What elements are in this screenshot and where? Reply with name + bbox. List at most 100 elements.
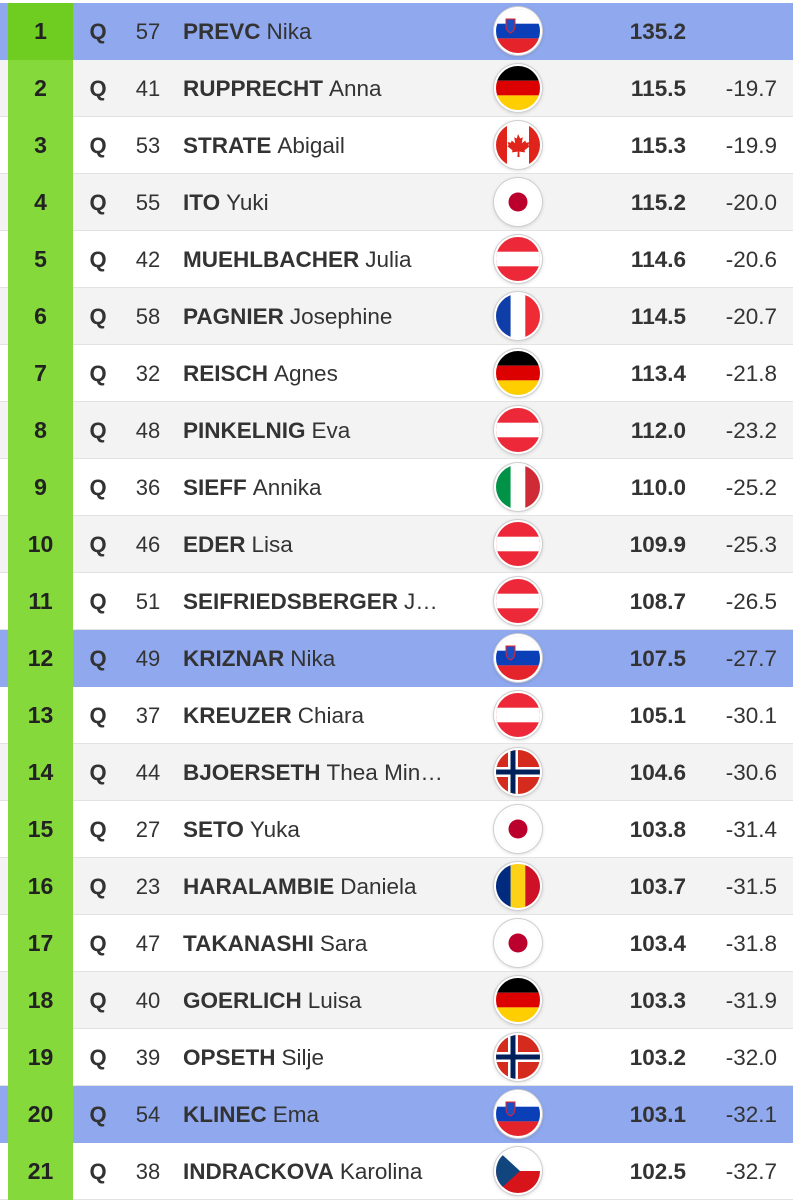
bib-number: 41 [135, 75, 161, 101]
table-row[interactable]: 11 Q 51 SEIFRIEDSBERGER J… 108.7 -26.5 [0, 573, 793, 630]
athlete-last-name: SIEFF [183, 474, 247, 500]
table-row[interactable]: 15 Q 27 SETO Yuka 103.8 -31.4 [0, 801, 793, 858]
rank-cell: 21 [8, 1143, 73, 1200]
table-row[interactable]: 6 Q 58 PAGNIER Josephine 114.5 -20.7 [0, 288, 793, 345]
rank-cell: 20 [8, 1086, 73, 1143]
athlete-last-name: KRIZNAR [183, 645, 285, 671]
athlete-last-name: EDER [183, 531, 246, 557]
table-row[interactable]: 8 Q 48 PINKELNIG Eva 112.0 -23.2 [0, 402, 793, 459]
athlete-name: MUEHLBACHER Julia [183, 231, 481, 288]
table-row[interactable]: 18 Q 40 GOERLICH Luisa 103.3 -31.9 [0, 972, 793, 1029]
rank-cell: 17 [8, 915, 73, 972]
athlete-first-name: Annika [252, 474, 322, 500]
athlete-name: PINKELNIG Eva [183, 402, 481, 459]
table-row[interactable]: 10 Q 46 EDER Lisa 109.9 -25.3 [0, 516, 793, 573]
score-cell: 105.1 [629, 702, 686, 728]
rank-cell: 2 [8, 60, 73, 117]
table-row[interactable]: 5 Q 42 MUEHLBACHER Julia 114.6 -20.6 [0, 231, 793, 288]
table-row[interactable]: 12 Q 49 KRIZNAR Nika 107.5 -27.7 [0, 630, 793, 687]
table-row[interactable]: 4 Q 55 ITO Yuki 115.2 -20.0 [0, 174, 793, 231]
athlete-last-name: PINKELNIG [183, 417, 306, 443]
rank-cell: 3 [8, 117, 73, 174]
athlete-last-name: PREVC [183, 18, 261, 44]
bib-number: 42 [135, 246, 161, 272]
bib-number: 55 [135, 189, 161, 215]
athlete-first-name: Julia [365, 246, 412, 272]
qualified-status: Q [89, 702, 107, 728]
score-difference [700, 3, 777, 60]
qualified-status: Q [89, 873, 107, 899]
score-difference: -32.0 [725, 1044, 777, 1070]
score-difference: -31.4 [725, 816, 777, 842]
athlete-last-name: STRATE [183, 132, 272, 158]
rank-cell: 4 [8, 174, 73, 231]
score-cell: 107.5 [629, 645, 686, 671]
athlete-first-name: Yuki [226, 189, 269, 215]
athlete-last-name: KREUZER [183, 702, 292, 728]
table-row[interactable]: 20 Q 54 KLINEC Ema 103.1 -32.1 [0, 1086, 793, 1143]
athlete-first-name: Ema [272, 1101, 320, 1127]
athlete-first-name: Luisa [307, 987, 362, 1013]
table-row[interactable]: 7 Q 32 REISCH Agnes 113.4 -21.8 [0, 345, 793, 402]
norway-flag-icon [496, 1035, 540, 1079]
table-row[interactable]: 21 Q 38 INDRACKOVA Karolina 102.5 -32.7 [0, 1143, 793, 1200]
japan-flag-icon [496, 180, 540, 224]
qualified-status: Q [89, 645, 107, 671]
austria-flag-icon [496, 237, 540, 281]
qualified-status: Q [89, 189, 107, 215]
athlete-last-name: INDRACKOVA [183, 1158, 334, 1184]
bib-number: 48 [135, 417, 161, 443]
table-row[interactable]: 17 Q 47 TAKANASHI Sara 103.4 -31.8 [0, 915, 793, 972]
score-difference: -19.9 [725, 132, 777, 158]
score-cell: 114.6 [630, 246, 686, 272]
rank-cell: 15 [8, 801, 73, 858]
athlete-name: RUPPRECHT Anna [183, 60, 481, 117]
canada-flag-icon [496, 123, 540, 167]
athlete-first-name: Thea Min… [326, 759, 443, 785]
athlete-first-name: Sara [319, 930, 368, 956]
table-row[interactable]: 14 Q 44 BJOERSETH Thea Min… 104.6 -30.6 [0, 744, 793, 801]
germany-flag-icon [496, 66, 540, 110]
rank-cell: 7 [8, 345, 73, 402]
table-row[interactable]: 19 Q 39 OPSETH Silje 103.2 -32.0 [0, 1029, 793, 1086]
qualified-status: Q [89, 417, 107, 443]
bib-number: 32 [135, 360, 161, 386]
score-cell: 109.9 [629, 531, 686, 557]
athlete-name: PAGNIER Josephine [183, 288, 481, 345]
qualified-status: Q [89, 1101, 107, 1127]
athlete-last-name: MUEHLBACHER [183, 246, 360, 272]
table-row[interactable]: 2 Q 41 RUPPRECHT Anna 115.5 -19.7 [0, 60, 793, 117]
bib-number: 49 [135, 645, 161, 671]
table-row[interactable]: 9 Q 36 SIEFF Annika 110.0 -25.2 [0, 459, 793, 516]
score-cell: 103.3 [629, 987, 686, 1013]
table-row[interactable]: 13 Q 37 KREUZER Chiara 105.1 -30.1 [0, 687, 793, 744]
austria-flag-icon [496, 579, 540, 623]
score-difference: -26.5 [725, 588, 777, 614]
qualified-status: Q [89, 1044, 107, 1070]
athlete-name: STRATE Abigail [183, 117, 481, 174]
score-difference: -23.2 [725, 417, 777, 443]
athlete-first-name: Lisa [251, 531, 293, 557]
rank-cell: 1 [8, 3, 73, 60]
score-difference: -25.2 [725, 474, 777, 500]
qualified-status: Q [89, 474, 107, 500]
athlete-name: EDER Lisa [183, 516, 481, 573]
rank-cell: 9 [8, 459, 73, 516]
athlete-first-name: Daniela [340, 873, 417, 899]
table-row[interactable]: 16 Q 23 HARALAMBIE Daniela 103.7 -31.5 [0, 858, 793, 915]
score-difference: -20.0 [725, 189, 777, 215]
athlete-last-name: KLINEC [183, 1101, 267, 1127]
athlete-first-name: J… [404, 588, 438, 614]
norway-flag-icon [496, 750, 540, 794]
score-cell: 108.7 [629, 588, 686, 614]
score-difference: -27.7 [725, 645, 777, 671]
slovenia-flag-icon [496, 636, 540, 680]
score-difference: -32.1 [725, 1101, 777, 1127]
table-row[interactable]: 1 Q 57 PREVC Nika 135.2 [0, 3, 793, 60]
japan-flag-icon [496, 807, 540, 851]
athlete-last-name: HARALAMBIE [183, 873, 335, 899]
italy-flag-icon [496, 465, 540, 509]
qualified-status: Q [89, 246, 107, 272]
athlete-name: REISCH Agnes [183, 345, 481, 402]
table-row[interactable]: 3 Q 53 STRATE Abigail 115.3 -19.9 [0, 117, 793, 174]
